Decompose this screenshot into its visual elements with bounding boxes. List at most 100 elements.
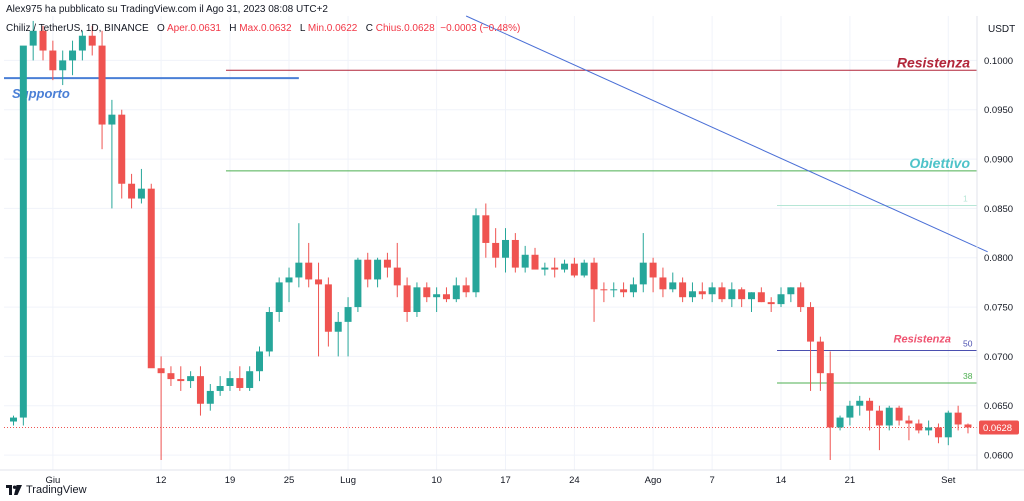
time-tick-label: 10: [431, 475, 442, 486]
tradingview-brand[interactable]: TradingView: [6, 484, 87, 496]
candle-body: [708, 287, 716, 295]
candle-body: [49, 50, 57, 71]
candle-body: [452, 285, 460, 300]
time-tick-label: 14: [776, 475, 787, 486]
candle-body: [521, 254, 529, 268]
candle-body: [777, 294, 785, 305]
candle-body: [472, 215, 480, 293]
fib-38-label: 38: [963, 371, 973, 381]
candle-body: [885, 407, 893, 426]
candle-body: [846, 405, 854, 418]
candle-body: [757, 292, 765, 303]
candle-body: [610, 289, 618, 291]
fib-50-label: 50: [963, 338, 973, 348]
candle-body: [866, 400, 874, 411]
candle-body: [344, 307, 352, 322]
candle-body: [502, 239, 509, 258]
candle-body: [137, 188, 145, 199]
candle-body: [679, 282, 687, 298]
candle-body: [265, 312, 273, 352]
candle-body: [383, 259, 391, 268]
time-tick-label: Lug: [340, 475, 356, 486]
candle-body: [698, 291, 706, 295]
fib-top-label: 1: [963, 193, 968, 203]
time-tick-label: 17: [500, 475, 511, 486]
price-tick-label: 0.0800: [984, 253, 1013, 264]
candle-body: [196, 376, 204, 404]
time-tick-label: 19: [225, 475, 236, 486]
candle-body: [728, 289, 736, 300]
candle-body: [895, 407, 903, 421]
tradingview-logo-icon: [6, 485, 22, 495]
candle-body: [39, 30, 47, 51]
candle-body: [954, 412, 962, 425]
change-value: −0.0003 (−0.48%): [440, 23, 521, 34]
candle-body: [944, 412, 952, 438]
candle-body: [98, 45, 106, 125]
time-axis[interactable]: Giu 12 19 25 Lug 10 17 24 Ago 7 14 21 Set: [0, 469, 1024, 486]
obiettivo-label: Obiettivo: [909, 155, 970, 171]
candle-body: [393, 267, 401, 286]
trendline: [465, 15, 988, 253]
candle-body: [807, 307, 815, 342]
candle-body: [875, 410, 883, 426]
candle-body: [206, 390, 214, 404]
candle-body: [78, 35, 86, 51]
low-value: Min.0.0622: [307, 23, 358, 34]
candle-body: [167, 373, 175, 380]
time-tick-label: Ago: [645, 475, 662, 486]
candle-body: [285, 277, 293, 283]
candle-body: [738, 289, 746, 300]
price-axis[interactable]: 0.0600 0.0650 0.0700 0.0750 0.0800 0.0850 0.09…: [976, 16, 1019, 470]
price-tick-label: 0.0850: [984, 204, 1013, 215]
candle-body: [305, 262, 313, 280]
candle-body: [187, 376, 195, 382]
candle-body: [718, 287, 726, 300]
grid: [4, 16, 977, 470]
time-tick-label: 7: [709, 475, 714, 486]
candle-body: [334, 321, 342, 332]
candle-body: [275, 282, 283, 312]
candle-body: [600, 289, 608, 291]
candle-body: [177, 379, 185, 382]
candle-body: [511, 239, 519, 268]
candle-body: [629, 284, 637, 293]
price-tick-label: 0.0950: [984, 105, 1013, 116]
high-label: H: [229, 23, 237, 34]
candle-body: [59, 60, 67, 71]
candle-body: [561, 263, 569, 270]
candle-body: [570, 263, 578, 276]
price-tick-label: 0.0600: [984, 451, 1013, 462]
candle-body: [246, 371, 254, 388]
brand-name: TradingView: [26, 484, 87, 496]
time-tick-label: 12: [156, 475, 167, 486]
symbol-label[interactable]: Chiliz / TetherUS, 1D, BINANCE: [6, 23, 149, 34]
candle-body: [423, 287, 431, 298]
candle-body: [29, 30, 37, 46]
candle-body: [826, 373, 834, 428]
time-tick-label: 25: [284, 475, 295, 486]
candle-body: [748, 292, 755, 300]
candle-body: [10, 417, 17, 422]
candle-body: [915, 423, 923, 431]
last-price-tag: [979, 420, 1019, 435]
price-tick-label: 0.1000: [984, 56, 1013, 67]
candle-body: [580, 262, 588, 276]
candle-body: [905, 420, 913, 424]
candle-body: [482, 215, 490, 243]
candle-body: [462, 285, 470, 293]
low-label: L: [299, 23, 306, 34]
candle-body: [856, 400, 864, 406]
candle-body: [236, 378, 244, 388]
last-price-label: 0.0628: [983, 423, 1012, 434]
candle-body: [256, 351, 263, 372]
candle-body: [226, 378, 234, 386]
candle-body: [639, 262, 647, 285]
candle-body: [767, 302, 775, 305]
price-tick-label: 0.0900: [984, 155, 1013, 166]
close-label: C: [365, 23, 373, 34]
candle-body: [964, 424, 972, 428]
candle-body: [551, 267, 559, 270]
candle-body: [836, 417, 844, 428]
